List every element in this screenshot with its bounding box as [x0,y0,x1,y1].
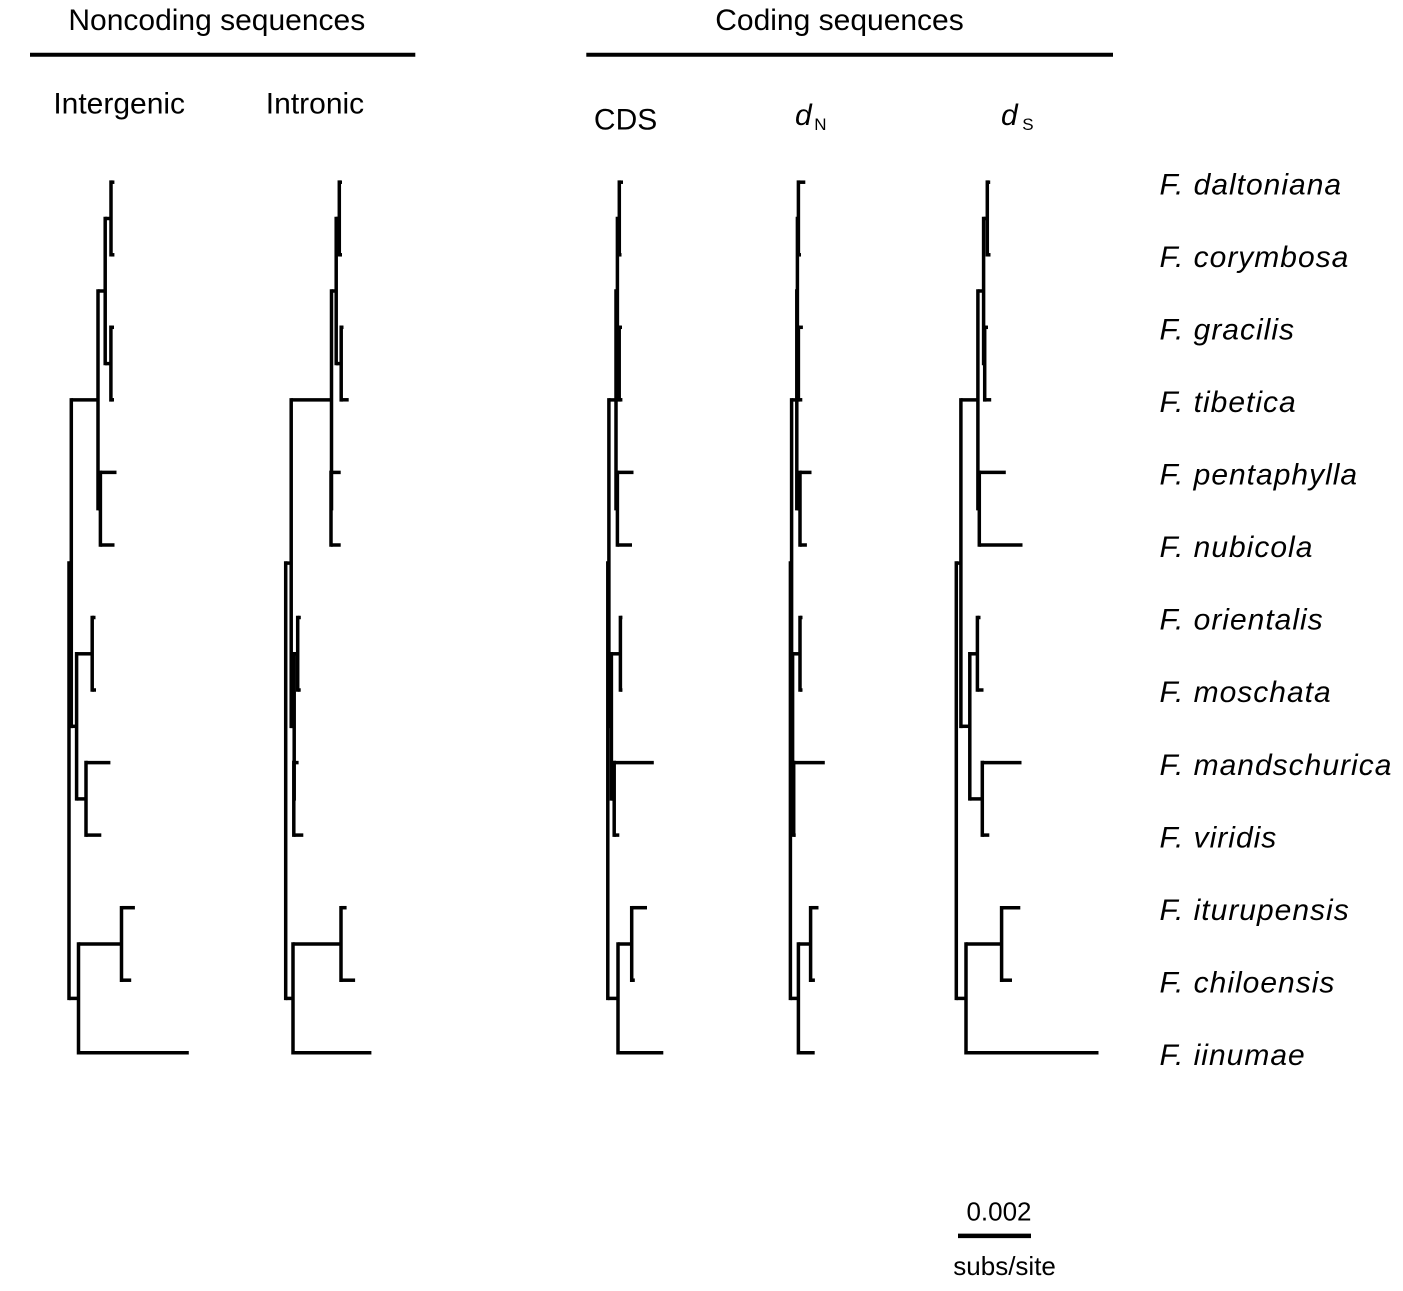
svg-text:F. daltoniana: F. daltoniana [1160,168,1343,201]
svg-text:S: S [1022,115,1033,134]
svg-text:F. iinumae: F. iinumae [1160,1039,1306,1072]
svg-text:subs/site: subs/site [953,1251,1056,1281]
svg-text:Coding sequences: Coding sequences [715,4,964,37]
svg-text:F. corymbosa: F. corymbosa [1160,241,1350,274]
svg-text:F. tibetica: F. tibetica [1160,386,1297,419]
svg-text:Noncoding sequences: Noncoding sequences [68,4,365,37]
svg-text:F. viridis: F. viridis [1160,821,1278,854]
svg-text:F. mandschurica: F. mandschurica [1160,749,1393,782]
svg-text:d: d [795,99,813,132]
svg-text:F. iturupensis: F. iturupensis [1160,894,1350,927]
svg-text:F. moschata: F. moschata [1160,676,1332,709]
svg-text:F. gracilis: F. gracilis [1160,314,1295,347]
svg-text:Intergenic: Intergenic [53,88,185,121]
svg-text:0.002: 0.002 [966,1197,1031,1227]
svg-text:F. orientalis: F. orientalis [1160,604,1324,637]
svg-text:CDS: CDS [594,103,657,136]
svg-text:d: d [1001,99,1019,132]
svg-text:F. nubicola: F. nubicola [1160,531,1314,564]
svg-text:Intronic: Intronic [266,88,364,121]
svg-text:N: N [814,115,826,134]
svg-text:F. pentaphylla: F. pentaphylla [1160,459,1359,492]
svg-text:F. chiloensis: F. chiloensis [1160,967,1336,1000]
